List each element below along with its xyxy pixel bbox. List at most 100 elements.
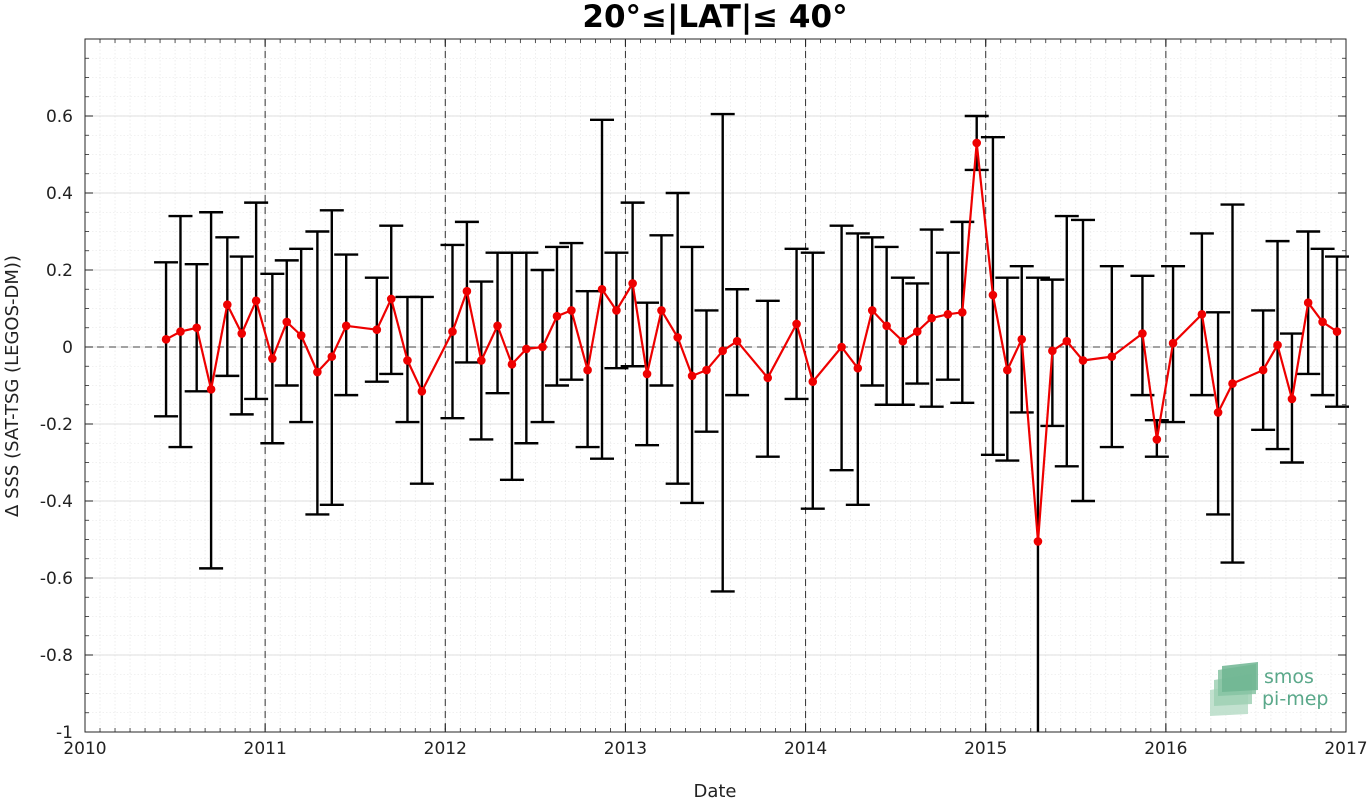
axis-ticks <box>84 38 1347 733</box>
y-axis-label: Δ SSS (SAT-TSG (LEGOS-DM)) <box>2 255 23 517</box>
data-point <box>1197 309 1207 319</box>
data-point <box>386 294 396 304</box>
data-point <box>462 286 472 296</box>
data-point <box>507 360 517 369</box>
data-point <box>1048 346 1057 356</box>
data-point <box>927 313 936 323</box>
data-point <box>972 138 982 148</box>
x-tick-label: 2016 <box>1144 739 1187 759</box>
data-point <box>642 369 652 379</box>
data-point <box>1168 338 1178 348</box>
data-point <box>597 284 607 294</box>
data-point <box>1287 394 1297 404</box>
y-tick-label: -1 <box>56 723 73 743</box>
x-tick-label: 2017 <box>1324 739 1367 759</box>
x-tick-label: 2011 <box>244 739 287 759</box>
data-point <box>657 306 666 315</box>
x-tick-label: 2010 <box>63 739 106 759</box>
y-tick-label: 0.2 <box>46 261 73 281</box>
data-point <box>1107 352 1117 361</box>
data-point <box>763 373 773 383</box>
error-bar <box>1025 276 1050 732</box>
data-point <box>1062 336 1072 346</box>
data-point <box>372 325 382 334</box>
data-point <box>237 329 247 338</box>
data-point <box>223 300 232 309</box>
data-point <box>1228 379 1237 388</box>
data-point <box>898 336 908 346</box>
data-point <box>1138 329 1147 338</box>
y-tick-label: 0.6 <box>46 107 73 127</box>
y-tick-label: 0.4 <box>46 184 73 204</box>
year-divider-lines <box>264 39 1167 732</box>
x-tick-label: 2014 <box>784 739 827 759</box>
data-point <box>612 306 621 315</box>
data-point <box>477 356 486 365</box>
x-tick-label: 2013 <box>604 739 647 759</box>
data-point <box>1258 365 1268 375</box>
x-tick-labels: 2010 2011 2012 2013 2014 2015 2016 2017 <box>63 739 1367 759</box>
data-point <box>567 306 576 315</box>
y-tick-label: -0.2 <box>40 415 73 435</box>
data-point <box>1303 298 1313 308</box>
data-point <box>1152 435 1162 444</box>
data-point <box>957 308 967 317</box>
data-point <box>882 321 891 331</box>
data-point <box>853 363 863 373</box>
data-point <box>538 342 547 352</box>
y-tick-label: -0.6 <box>40 569 73 589</box>
plot-area <box>84 38 1349 733</box>
data-point <box>176 327 185 336</box>
data-point <box>403 356 412 365</box>
data-point <box>327 352 337 361</box>
data-point <box>628 279 637 288</box>
data-point <box>943 309 953 319</box>
data-point <box>313 367 322 377</box>
data-point <box>792 319 801 329</box>
x-axis-label: Date <box>693 781 736 799</box>
data-point <box>912 327 922 336</box>
data-point <box>1318 317 1327 327</box>
data-point <box>1003 365 1012 375</box>
data-point <box>702 365 711 375</box>
data-point <box>867 306 877 315</box>
data-point <box>206 385 216 394</box>
data-point <box>192 323 201 333</box>
data-point <box>268 354 277 363</box>
data-point <box>1033 537 1043 546</box>
y-tick-label: -0.8 <box>40 646 73 666</box>
data-point <box>161 335 171 344</box>
data-point <box>552 311 562 321</box>
data-point <box>673 333 682 342</box>
data-point <box>251 296 261 306</box>
x-tick-label: 2015 <box>964 739 1007 759</box>
data-point <box>417 386 427 396</box>
data-point <box>448 327 457 336</box>
series-line <box>165 141 1338 543</box>
logo-text-pi-mep: pi-mep <box>1262 688 1328 710</box>
logo-stack-icon <box>1210 662 1258 716</box>
data-point <box>1017 335 1027 344</box>
data-point <box>808 377 818 386</box>
data-point <box>296 331 306 340</box>
data-point <box>837 342 846 352</box>
data-point <box>282 317 292 327</box>
y-tick-label: -0.4 <box>40 492 73 512</box>
data-point <box>522 344 531 354</box>
smos-pi-mep-logo: smos pi-mep <box>1210 662 1328 716</box>
data-point <box>687 371 697 381</box>
y-tick-labels: -1 -0.8 -0.6 -0.4 -0.2 0 0.2 0.4 0.6 <box>40 107 73 743</box>
data-point <box>1332 327 1342 336</box>
x-tick-label: 2012 <box>424 739 467 759</box>
data-point <box>718 346 728 356</box>
logo-text-smos: smos <box>1264 666 1314 688</box>
data-point <box>493 321 502 331</box>
data-point <box>1213 408 1223 417</box>
data-point <box>732 336 742 346</box>
data-point <box>1078 356 1088 365</box>
data-markers <box>161 138 1342 546</box>
data-point <box>988 290 998 300</box>
data-point <box>583 365 592 375</box>
data-point <box>341 321 351 331</box>
